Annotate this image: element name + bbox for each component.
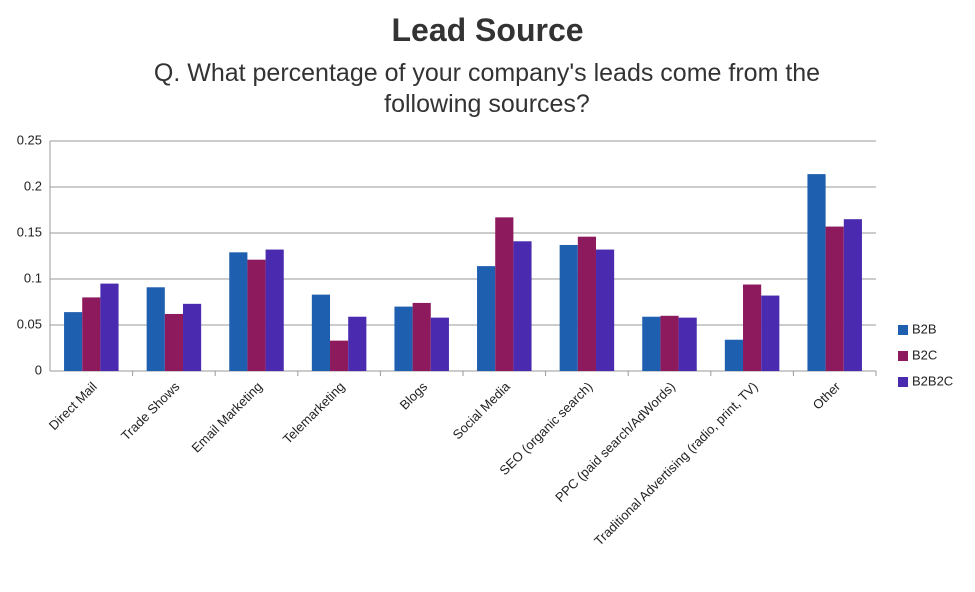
y-tick-label: 0.1 <box>24 270 42 285</box>
bar <box>82 297 101 371</box>
y-tick-label: 0 <box>35 362 42 377</box>
y-tick-label: 0.05 <box>17 316 42 331</box>
y-tick-label: 0.15 <box>17 224 42 239</box>
legend-label: B2B2C <box>912 373 953 388</box>
x-tick-label: Telemarketing <box>280 379 348 447</box>
bar <box>247 259 266 371</box>
x-tick-label: Other <box>810 378 844 412</box>
bar <box>559 244 578 371</box>
x-tick-label: Blogs <box>397 379 431 413</box>
chart-title: Lead Source <box>391 12 584 48</box>
y-tick-label: 0.25 <box>17 132 42 147</box>
legend-swatch <box>898 325 908 335</box>
bar <box>164 313 183 371</box>
bar <box>100 283 119 371</box>
bar <box>724 339 744 371</box>
bar <box>182 303 202 371</box>
bar <box>595 249 615 371</box>
chart-subtitle: Q. What percentage of your company's lea… <box>153 59 821 118</box>
bar <box>146 287 165 371</box>
bar <box>577 236 596 371</box>
bar <box>330 340 349 371</box>
bar <box>513 241 532 371</box>
bar <box>430 317 449 371</box>
bar <box>477 266 496 371</box>
bar <box>678 317 697 371</box>
bar <box>229 252 248 371</box>
bar <box>412 302 431 371</box>
x-tick-label: Direct Mail <box>46 379 100 433</box>
x-tick-label: Social Media <box>450 378 514 442</box>
bar <box>311 294 331 371</box>
bar <box>660 315 679 371</box>
x-tick-label: Email Marketing <box>189 379 266 456</box>
bar <box>843 219 862 371</box>
bar <box>495 217 514 371</box>
x-tick-label: Trade Shows <box>118 379 183 444</box>
bar <box>348 316 367 371</box>
legend-swatch <box>898 351 908 361</box>
legend-label: B2B <box>912 321 937 336</box>
bar <box>394 306 413 371</box>
y-tick-label: 0.2 <box>24 178 42 193</box>
bar <box>64 312 83 371</box>
bar <box>807 174 826 371</box>
legend-swatch <box>898 377 908 387</box>
bar <box>642 316 661 371</box>
x-tick-label: Traditional Advertising (radio, print, T… <box>591 379 761 549</box>
x-tick-label: SEO (organic search) <box>496 379 595 478</box>
bar <box>825 226 844 371</box>
legend-label: B2C <box>912 347 937 362</box>
bar <box>761 295 780 371</box>
bar <box>265 249 284 371</box>
bar <box>743 284 762 371</box>
